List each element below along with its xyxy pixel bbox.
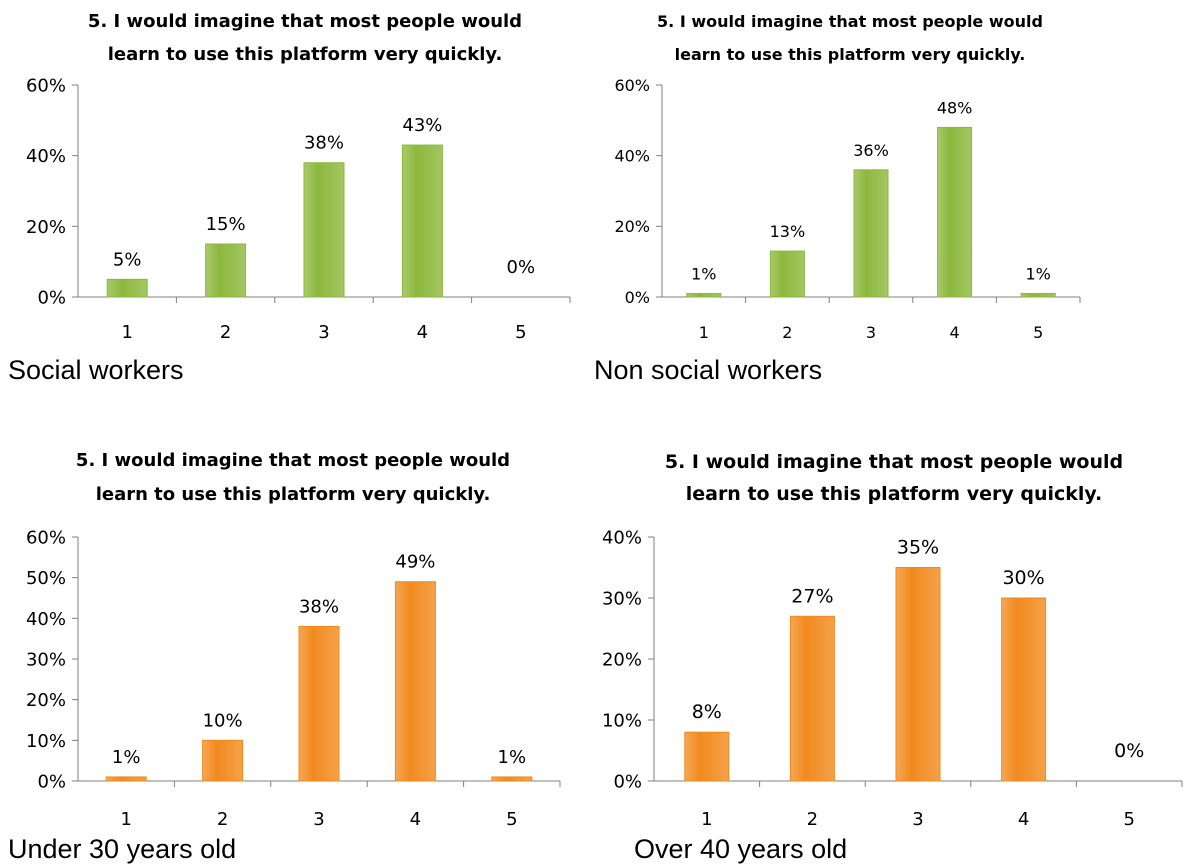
- chart-title-line: 5. I would imagine that most people woul…: [665, 451, 1123, 473]
- y-tick-label: 40%: [614, 146, 650, 165]
- data-label: 15%: [206, 214, 246, 235]
- y-tick-label: 0%: [613, 771, 642, 792]
- bar: [298, 625, 340, 782]
- y-tick-label: 60%: [614, 76, 650, 95]
- bar: [895, 567, 941, 782]
- x-tick-label: 3: [866, 323, 876, 342]
- data-label: 38%: [299, 596, 339, 617]
- data-label: 1%: [112, 747, 141, 768]
- bar: [789, 615, 835, 782]
- x-tick-label: 2: [782, 323, 792, 342]
- y-tick-label: 60%: [26, 527, 66, 548]
- bar: [105, 776, 147, 782]
- data-label: 0%: [1114, 740, 1144, 762]
- x-tick-label: 1: [699, 323, 709, 342]
- data-label: 38%: [304, 133, 344, 154]
- x-tick-label: 4: [417, 322, 428, 343]
- data-label: 1%: [498, 747, 527, 768]
- x-tick-label: 2: [220, 322, 231, 343]
- x-tick-label: 3: [313, 809, 324, 830]
- data-label: 1%: [691, 264, 716, 283]
- data-label: 10%: [203, 710, 243, 731]
- data-label: 27%: [791, 585, 833, 607]
- data-label: 36%: [853, 141, 889, 160]
- x-tick-label: 5: [1033, 323, 1043, 342]
- chart-title-line: 5. I would imagine that most people woul…: [657, 12, 1043, 31]
- data-label: 35%: [897, 537, 939, 559]
- bar: [401, 144, 443, 298]
- x-tick-label: 2: [807, 809, 818, 830]
- chart-title-line: learn to use this platform very quickly.: [686, 483, 1103, 505]
- x-tick-label: 2: [217, 809, 228, 830]
- y-tick-label: 0%: [37, 771, 66, 792]
- data-label: 0%: [507, 257, 536, 278]
- bar: [1001, 597, 1047, 782]
- x-tick-label: 4: [410, 809, 421, 830]
- data-label: 8%: [692, 701, 722, 723]
- y-tick-label: 0%: [625, 288, 650, 307]
- chart-caption: Social workers: [8, 355, 184, 385]
- chart-caption: Under 30 years old: [8, 834, 237, 864]
- x-tick-label: 4: [950, 323, 960, 342]
- y-tick-label: 20%: [26, 690, 66, 711]
- x-tick-label: 1: [121, 322, 132, 343]
- chart-title-line: learn to use this platform very quickly.: [96, 484, 491, 505]
- x-tick-label: 5: [1123, 809, 1134, 830]
- bar: [684, 731, 730, 782]
- bar: [394, 581, 436, 782]
- x-tick-label: 5: [506, 809, 517, 830]
- chart-caption: Over 40 years old: [634, 834, 848, 864]
- y-tick-label: 40%: [26, 146, 66, 167]
- y-tick-label: 10%: [26, 731, 66, 752]
- data-label: 1%: [1026, 264, 1051, 283]
- x-tick-label: 3: [318, 322, 329, 343]
- data-label: 30%: [1002, 567, 1044, 589]
- chart-non-social-workers: 5. I would imagine that most people woul…: [614, 12, 1081, 342]
- x-tick-label: 1: [701, 809, 712, 830]
- y-tick-label: 50%: [26, 568, 66, 589]
- y-tick-label: 10%: [602, 710, 642, 731]
- bar: [106, 278, 148, 298]
- chart-over-40: 5. I would imagine that most people woul…: [602, 451, 1183, 830]
- bar: [205, 243, 247, 298]
- y-tick-label: 20%: [614, 217, 650, 236]
- data-label: 43%: [402, 115, 442, 136]
- chart-social-workers: 5. I would imagine that most people woul…: [26, 11, 571, 343]
- y-tick-label: 30%: [26, 649, 66, 670]
- bar: [491, 776, 533, 782]
- bar: [1020, 292, 1056, 298]
- data-label: 48%: [937, 98, 973, 117]
- chart-title-line: 5. I would imagine that most people woul…: [88, 11, 522, 32]
- y-tick-label: 20%: [26, 217, 66, 238]
- y-tick-label: 60%: [26, 75, 66, 96]
- bar: [686, 292, 722, 298]
- bar: [769, 250, 805, 298]
- bar: [303, 162, 345, 298]
- x-tick-label: 1: [120, 809, 131, 830]
- bar: [202, 739, 244, 782]
- y-tick-label: 40%: [26, 609, 66, 630]
- chart-caption: Non social workers: [594, 355, 823, 385]
- y-tick-label: 0%: [37, 287, 66, 308]
- data-label: 5%: [113, 249, 142, 270]
- bar: [853, 169, 889, 298]
- chart-title-line: learn to use this platform very quickly.: [108, 44, 503, 65]
- y-tick-label: 20%: [602, 649, 642, 670]
- bar: [937, 126, 973, 298]
- y-tick-label: 30%: [602, 588, 642, 609]
- y-tick-label: 40%: [602, 527, 642, 548]
- chart-title-line: 5. I would imagine that most people woul…: [76, 450, 510, 471]
- chart-title-line: learn to use this platform very quickly.: [675, 45, 1026, 64]
- data-label: 13%: [770, 222, 806, 241]
- x-tick-label: 5: [515, 322, 526, 343]
- chart-under-30: 5. I would imagine that most people woul…: [26, 450, 561, 830]
- x-tick-label: 4: [1018, 809, 1029, 830]
- x-tick-label: 3: [912, 809, 923, 830]
- data-label: 49%: [395, 552, 435, 573]
